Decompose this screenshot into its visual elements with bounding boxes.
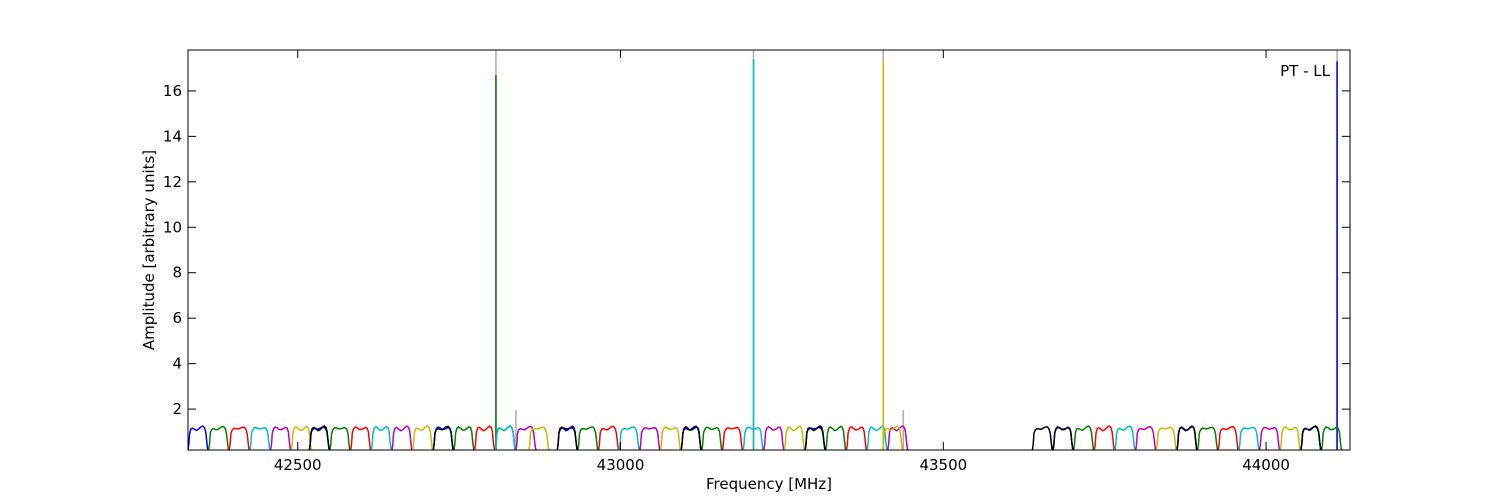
y-tick-label: 12 <box>163 173 182 191</box>
series-1-channel-segment <box>207 425 230 450</box>
series-2-channel-segment <box>228 426 251 450</box>
series-5-channel-segment <box>411 424 434 450</box>
series-4-channel-segment <box>639 426 662 450</box>
series-5-channel-segment <box>659 426 682 450</box>
series-2-channel-segment <box>597 425 620 450</box>
series-1-channel-segment <box>329 426 352 450</box>
y-tick-label: 4 <box>172 355 182 373</box>
y-tick-label: 8 <box>172 264 182 282</box>
x-tick-label: 42500 <box>274 456 322 474</box>
y-tick-label: 2 <box>172 400 182 418</box>
plot-frame <box>187 49 1351 451</box>
x-tick-label: 43000 <box>597 456 645 474</box>
series-6-channel-segment <box>308 425 331 450</box>
series-4-channel-segment <box>887 424 909 450</box>
tick-layer: 42500 43000 43500 44000 2 4 6 8 10 12 14 16 <box>163 50 1350 474</box>
series-2-channel-segment <box>349 426 372 450</box>
series-6-channel-segment <box>804 424 827 450</box>
series-3-channel-segment <box>866 425 889 450</box>
series-3-channel-segment <box>1114 425 1137 450</box>
series-3-channel-segment <box>249 426 272 450</box>
x-tick-label: 44000 <box>1242 456 1290 474</box>
series-2-channel-segment <box>473 425 496 450</box>
series-5-channel-segment <box>1155 426 1178 450</box>
series-5-channel-segment <box>290 425 313 450</box>
series-1-channel-segment <box>453 425 476 450</box>
y-axis-label: Amplitude [arbitrary units] <box>140 150 158 350</box>
series-1-channel-segment <box>577 426 600 450</box>
series-0-channel-segment <box>188 425 210 450</box>
series-6-channel-segment <box>432 425 455 450</box>
series-6-channel-segment <box>680 425 703 450</box>
series-4-channel-segment <box>515 425 538 450</box>
plot-data-layer <box>188 50 1343 450</box>
y-tick-label: 14 <box>163 127 182 145</box>
series-6-channel-segment <box>1031 426 1054 450</box>
series-4-channel-segment <box>763 425 786 450</box>
series-2-channel-segment <box>845 425 868 450</box>
series-3-channel-segment <box>618 426 641 450</box>
series-4-channel-segment <box>1258 426 1281 450</box>
series-1-channel-segment <box>1196 426 1219 450</box>
series-4-channel-segment <box>269 426 292 450</box>
series-5-channel-segment <box>528 426 551 450</box>
series-2-channel-segment <box>721 426 744 450</box>
series-1-channel-segment <box>1072 425 1095 450</box>
series-5-channel-segment <box>783 425 806 450</box>
y-tick-label: 6 <box>172 309 182 327</box>
series-3-channel-segment <box>494 424 517 450</box>
series-5-channel-segment <box>881 425 904 450</box>
y-tick-label: 10 <box>163 218 182 236</box>
annotation-label: PT - LL <box>1280 62 1331 80</box>
y-tick-label: 16 <box>163 82 182 100</box>
plot-frame-layer <box>187 49 1351 451</box>
series-4-channel-segment <box>1134 426 1157 450</box>
x-axis-label: Frequency [MHz] <box>706 475 832 493</box>
series-2-channel-segment <box>1093 424 1116 450</box>
series-1-channel-segment <box>1320 425 1343 450</box>
series-6-channel-segment <box>1300 425 1323 450</box>
series-6-channel-segment <box>556 426 579 450</box>
series-4-channel-segment <box>391 425 414 450</box>
series-1-channel-segment <box>825 425 848 450</box>
series-3-channel-segment <box>370 425 393 450</box>
series-6-channel-segment <box>1176 425 1199 450</box>
series-5-channel-segment <box>1279 425 1302 450</box>
x-tick-label: 43500 <box>919 456 967 474</box>
series-2-channel-segment <box>1217 425 1240 450</box>
series-3-channel-segment <box>1238 426 1261 450</box>
series-6-channel-segment <box>1052 426 1075 450</box>
series-1-channel-segment <box>701 426 724 450</box>
